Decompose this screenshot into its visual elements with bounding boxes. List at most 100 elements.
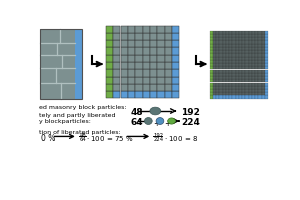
- Bar: [265, 34, 268, 37]
- Bar: [165, 69, 172, 77]
- Bar: [150, 84, 157, 91]
- Bar: [219, 34, 223, 37]
- Bar: [255, 40, 258, 44]
- Bar: [229, 86, 232, 89]
- Bar: [216, 53, 219, 57]
- Bar: [252, 66, 255, 69]
- Bar: [245, 47, 249, 50]
- Bar: [213, 57, 216, 60]
- Bar: [262, 60, 265, 63]
- Text: 48: 48: [79, 133, 86, 138]
- Bar: [135, 55, 142, 62]
- Bar: [216, 66, 219, 69]
- Bar: [219, 57, 223, 60]
- Bar: [213, 83, 216, 86]
- Text: +: +: [165, 119, 171, 128]
- Bar: [128, 33, 135, 40]
- Bar: [232, 34, 236, 37]
- Bar: [229, 76, 232, 79]
- Bar: [249, 60, 252, 63]
- Bar: [242, 73, 245, 76]
- Bar: [249, 50, 252, 53]
- Bar: [216, 40, 219, 44]
- Bar: [252, 37, 255, 40]
- Bar: [213, 47, 216, 50]
- Bar: [255, 34, 258, 37]
- Bar: [226, 50, 229, 53]
- Bar: [239, 37, 242, 40]
- Bar: [265, 50, 268, 53]
- Bar: [106, 77, 113, 84]
- Text: 224: 224: [181, 118, 200, 127]
- Bar: [255, 83, 258, 86]
- Bar: [216, 95, 219, 99]
- Bar: [213, 79, 216, 82]
- Bar: [213, 53, 216, 57]
- Ellipse shape: [150, 107, 161, 115]
- Bar: [216, 73, 219, 76]
- Bar: [232, 76, 236, 79]
- Bar: [249, 37, 252, 40]
- Bar: [223, 73, 226, 76]
- Bar: [172, 40, 179, 47]
- Bar: [239, 66, 242, 69]
- Bar: [236, 57, 239, 60]
- Bar: [143, 91, 150, 98]
- Bar: [219, 44, 223, 47]
- Bar: [242, 86, 245, 89]
- Bar: [259, 63, 262, 66]
- Bar: [210, 31, 213, 34]
- Bar: [252, 63, 255, 66]
- Bar: [232, 60, 236, 63]
- Bar: [236, 34, 239, 37]
- Bar: [236, 66, 239, 69]
- Bar: [113, 62, 120, 69]
- Text: +: +: [153, 119, 159, 128]
- Bar: [143, 69, 150, 77]
- Bar: [150, 91, 157, 98]
- Bar: [223, 79, 226, 82]
- Bar: [113, 91, 120, 98]
- Bar: [229, 70, 232, 73]
- Bar: [242, 83, 245, 86]
- Bar: [223, 86, 226, 89]
- Bar: [239, 34, 242, 37]
- Bar: [239, 73, 242, 76]
- Bar: [259, 34, 262, 37]
- Bar: [255, 50, 258, 53]
- Bar: [255, 79, 258, 82]
- Bar: [239, 57, 242, 60]
- Bar: [229, 44, 232, 47]
- Bar: [262, 63, 265, 66]
- Bar: [229, 73, 232, 76]
- Bar: [210, 60, 213, 63]
- Bar: [262, 50, 265, 53]
- Bar: [135, 26, 142, 33]
- Bar: [236, 63, 239, 66]
- Bar: [158, 91, 165, 98]
- Bar: [216, 92, 219, 95]
- Bar: [158, 26, 165, 33]
- Bar: [245, 95, 249, 99]
- Bar: [265, 79, 268, 82]
- Bar: [245, 89, 249, 92]
- Bar: [259, 60, 262, 63]
- Bar: [223, 37, 226, 40]
- Bar: [121, 62, 128, 69]
- Bar: [210, 53, 213, 57]
- Bar: [249, 79, 252, 82]
- Bar: [213, 31, 216, 34]
- Bar: [223, 60, 226, 63]
- Bar: [121, 77, 128, 84]
- Bar: [259, 95, 262, 99]
- Bar: [236, 60, 239, 63]
- Bar: [239, 79, 242, 82]
- Bar: [223, 44, 226, 47]
- Bar: [172, 55, 179, 62]
- Bar: [265, 66, 268, 69]
- Bar: [143, 26, 150, 33]
- Bar: [229, 57, 232, 60]
- Bar: [106, 26, 113, 33]
- Bar: [255, 53, 258, 57]
- Bar: [210, 66, 213, 69]
